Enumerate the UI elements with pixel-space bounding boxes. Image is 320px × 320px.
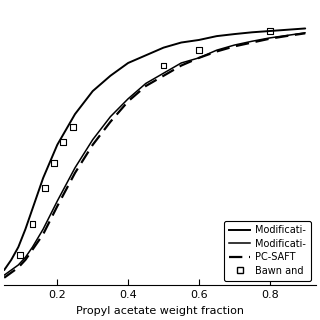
Point [60, 140, 65, 145]
Legend: Modificati-, Modificati-, PC-SAFT, Bawn and: Modificati-, Modificati-, PC-SAFT, Bawn … [224, 220, 311, 281]
X-axis label: Propyl acetate weight fraction: Propyl acetate weight fraction [76, 306, 244, 316]
Point [161, 63, 166, 68]
Point [42, 186, 47, 191]
Point [30, 221, 35, 227]
Point [51, 160, 56, 165]
Point [71, 124, 76, 130]
Point [196, 48, 202, 53]
Point [267, 28, 272, 34]
Point [18, 252, 23, 257]
